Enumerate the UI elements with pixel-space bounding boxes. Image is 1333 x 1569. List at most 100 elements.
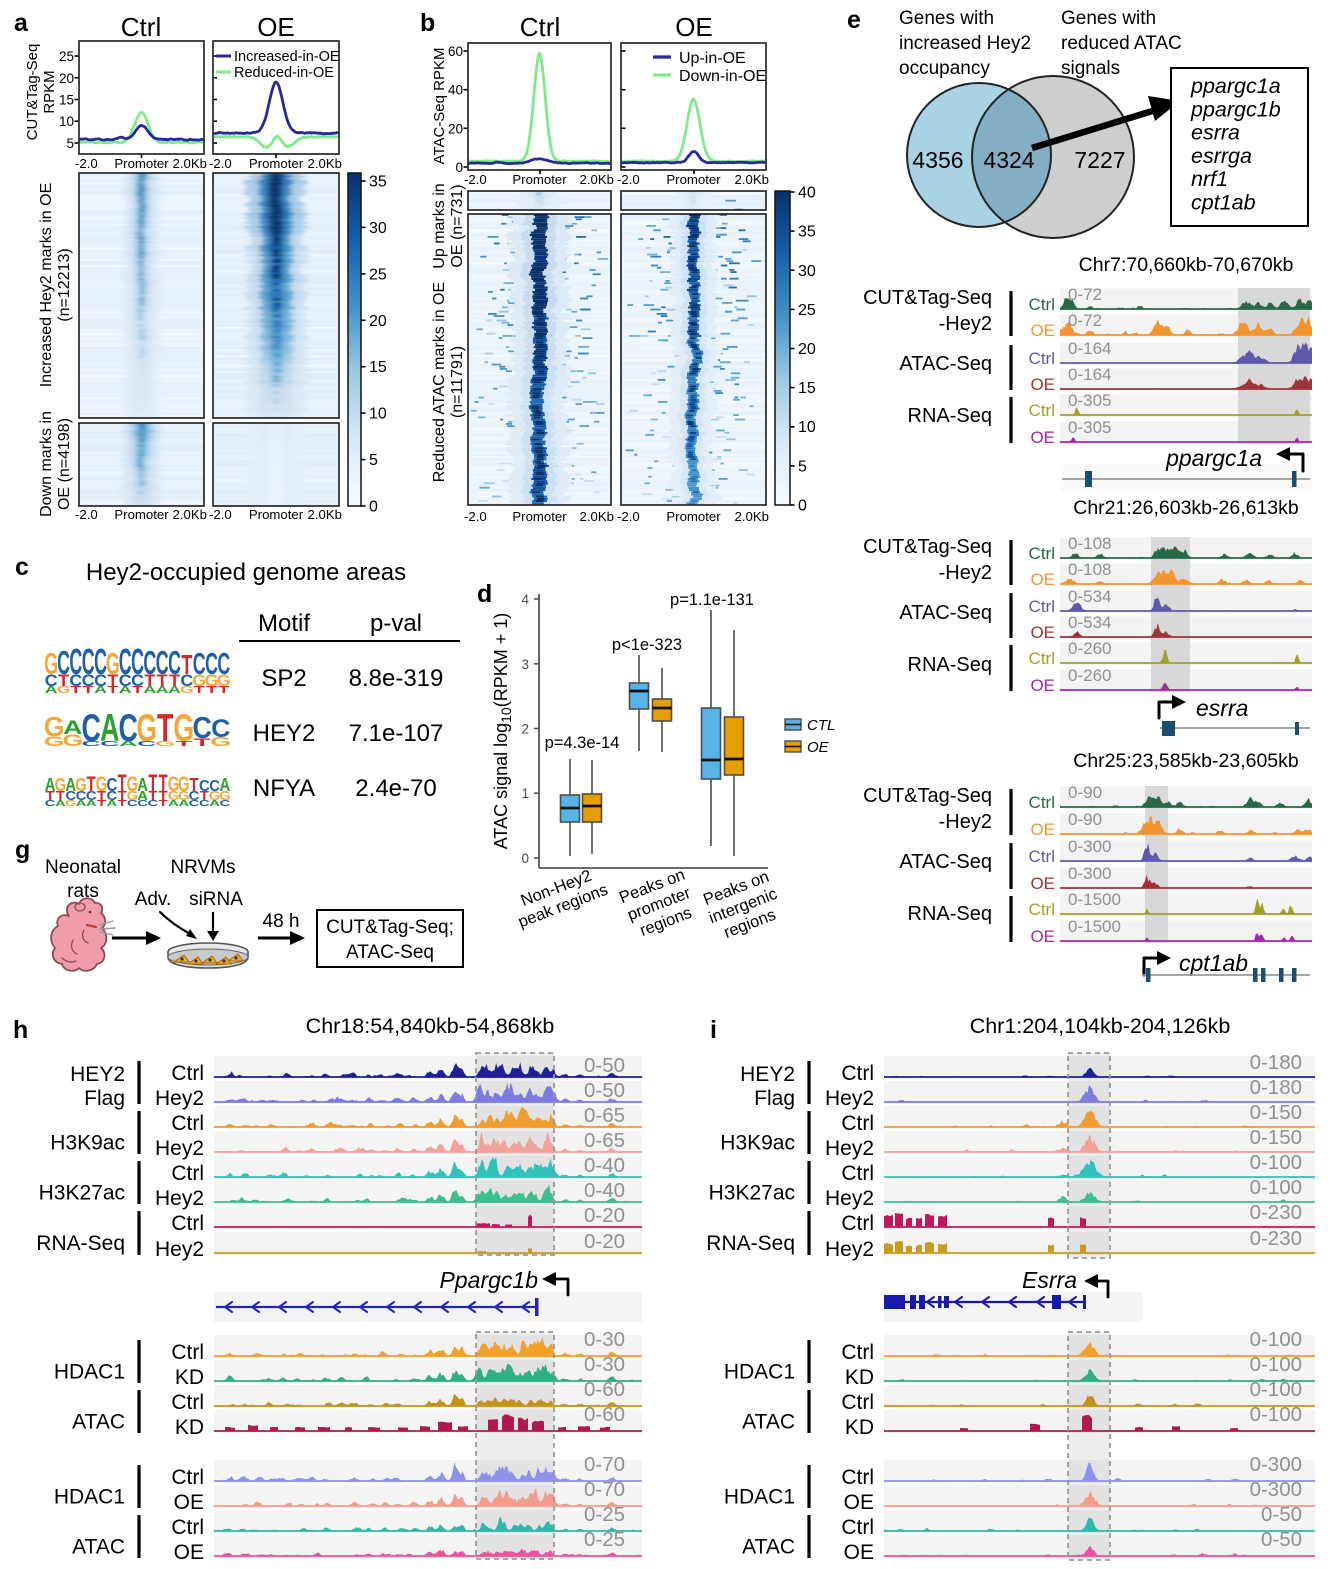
svg-text:T: T bbox=[194, 736, 211, 748]
svg-text:signals: signals bbox=[1061, 58, 1120, 79]
svg-text:3: 3 bbox=[521, 657, 529, 672]
svg-text:C: C bbox=[45, 671, 58, 690]
svg-text:OE: OE bbox=[174, 1491, 204, 1514]
svg-text:G: G bbox=[44, 647, 58, 681]
svg-text:-2.0: -2.0 bbox=[75, 156, 98, 171]
svg-text:occupancy: occupancy bbox=[899, 58, 990, 79]
svg-text:Ctrl: Ctrl bbox=[841, 1162, 874, 1185]
svg-text:ppargc1b: ppargc1b bbox=[1190, 97, 1281, 121]
svg-text:2.0Kb: 2.0Kb bbox=[735, 172, 769, 187]
svg-text:A: A bbox=[137, 789, 148, 803]
svg-text:OE: OE bbox=[844, 1541, 874, 1564]
svg-text:Ctrl: Ctrl bbox=[1029, 793, 1055, 812]
svg-text:Ctrl: Ctrl bbox=[171, 1212, 204, 1235]
svg-text:C: C bbox=[199, 798, 210, 808]
svg-text:A: A bbox=[178, 798, 189, 808]
svg-text:h: h bbox=[13, 1016, 28, 1044]
svg-text:G: G bbox=[75, 775, 87, 796]
svg-text:30: 30 bbox=[798, 263, 816, 280]
svg-text:C: C bbox=[156, 644, 169, 681]
svg-text:A: A bbox=[45, 775, 56, 796]
svg-text:A: A bbox=[45, 685, 58, 696]
svg-text:A: A bbox=[86, 798, 97, 808]
svg-text:4356: 4356 bbox=[912, 147, 963, 173]
svg-text:HEY2: HEY2 bbox=[253, 720, 316, 747]
svg-text:4: 4 bbox=[521, 592, 529, 607]
svg-text:0-90: 0-90 bbox=[1068, 783, 1102, 802]
svg-text:2.4e-70: 2.4e-70 bbox=[355, 775, 436, 802]
svg-text:T: T bbox=[97, 789, 107, 803]
svg-text:OE: OE bbox=[1030, 321, 1055, 340]
svg-text:A: A bbox=[94, 685, 107, 696]
svg-text:C: C bbox=[94, 642, 107, 683]
svg-text:G: G bbox=[210, 735, 231, 749]
svg-text:T: T bbox=[118, 798, 128, 808]
svg-text:C: C bbox=[100, 740, 119, 748]
svg-text:C: C bbox=[106, 775, 117, 796]
svg-text:0: 0 bbox=[521, 851, 529, 866]
svg-text:-2.0: -2.0 bbox=[464, 509, 487, 524]
svg-text:0-305: 0-305 bbox=[1068, 418, 1111, 437]
svg-text:T: T bbox=[169, 671, 180, 690]
svg-text:CUT&Tag-Seq: CUT&Tag-Seq bbox=[24, 44, 41, 141]
svg-text:T: T bbox=[176, 740, 192, 748]
svg-text:Ctrl: Ctrl bbox=[1029, 401, 1055, 420]
svg-text:40: 40 bbox=[448, 83, 463, 98]
svg-text:0-70: 0-70 bbox=[584, 1478, 625, 1501]
svg-text:10: 10 bbox=[369, 406, 387, 423]
svg-text:C: C bbox=[127, 798, 138, 808]
svg-text:Ctrl: Ctrl bbox=[171, 1516, 204, 1539]
svg-text:2.0Kb: 2.0Kb bbox=[580, 509, 614, 524]
svg-text:Ctrl: Ctrl bbox=[520, 12, 560, 42]
svg-text:p<1e-323: p<1e-323 bbox=[612, 636, 682, 654]
svg-text:G: G bbox=[168, 773, 180, 796]
svg-text:0-230: 0-230 bbox=[1250, 1201, 1302, 1224]
svg-text:RNA-Seq: RNA-Seq bbox=[908, 903, 992, 925]
svg-text:HEY2: HEY2 bbox=[70, 1063, 125, 1086]
svg-text:ATAC-Seq RPKM: ATAC-Seq RPKM bbox=[431, 48, 448, 165]
svg-text:OE: OE bbox=[1030, 927, 1055, 946]
svg-text:2.0Kb: 2.0Kb bbox=[173, 507, 207, 522]
svg-text:p-val: p-val bbox=[370, 610, 422, 637]
svg-text:cpt1ab: cpt1ab bbox=[1179, 950, 1248, 976]
svg-text:0: 0 bbox=[369, 499, 378, 516]
svg-text:T: T bbox=[157, 707, 174, 750]
svg-text:OE: OE bbox=[1030, 874, 1055, 893]
svg-text:T: T bbox=[194, 685, 205, 696]
svg-text:0-50: 0-50 bbox=[584, 1054, 625, 1077]
svg-text:OE: OE bbox=[1030, 428, 1055, 447]
svg-text:5: 5 bbox=[369, 452, 378, 469]
svg-text:Hey2: Hey2 bbox=[155, 1137, 204, 1160]
svg-text:Genes with: Genes with bbox=[899, 8, 994, 29]
svg-text:Ctrl: Ctrl bbox=[1029, 349, 1055, 368]
svg-text:C: C bbox=[189, 789, 200, 803]
svg-text:rats: rats bbox=[67, 881, 99, 902]
svg-text:-Hey2: -Hey2 bbox=[939, 313, 992, 335]
svg-text:0-108: 0-108 bbox=[1068, 534, 1111, 553]
svg-text:KD: KD bbox=[845, 1416, 874, 1439]
svg-text:0-100: 0-100 bbox=[1250, 1176, 1302, 1199]
svg-text:C: C bbox=[189, 798, 200, 808]
svg-text:C: C bbox=[82, 642, 95, 683]
svg-text:RNA-Seq: RNA-Seq bbox=[908, 654, 992, 676]
svg-text:C: C bbox=[209, 778, 220, 795]
svg-text:25: 25 bbox=[59, 49, 74, 64]
svg-text:15: 15 bbox=[59, 93, 74, 108]
svg-text:0-534: 0-534 bbox=[1068, 613, 1111, 632]
svg-text:G: G bbox=[219, 789, 231, 803]
svg-text:Flag: Flag bbox=[84, 1087, 125, 1110]
svg-text:0-300: 0-300 bbox=[1068, 837, 1111, 856]
svg-text:increased Hey2: increased Hey2 bbox=[899, 33, 1031, 54]
svg-text:a: a bbox=[14, 9, 29, 37]
svg-text:T: T bbox=[46, 789, 56, 803]
svg-text:G: G bbox=[155, 740, 176, 748]
svg-text:H3K9ac: H3K9ac bbox=[50, 1132, 125, 1155]
svg-text:0-20: 0-20 bbox=[584, 1230, 625, 1253]
svg-text:ATAC-Seq: ATAC-Seq bbox=[899, 353, 992, 375]
svg-text:Promoter: Promoter bbox=[512, 509, 567, 524]
svg-text:60: 60 bbox=[448, 44, 463, 59]
svg-text:0-180: 0-180 bbox=[1250, 1051, 1302, 1074]
svg-text:C: C bbox=[131, 642, 144, 683]
svg-text:25: 25 bbox=[798, 302, 816, 319]
svg-text:Chr7:70,660kb-70,670kb: Chr7:70,660kb-70,670kb bbox=[1079, 254, 1294, 276]
